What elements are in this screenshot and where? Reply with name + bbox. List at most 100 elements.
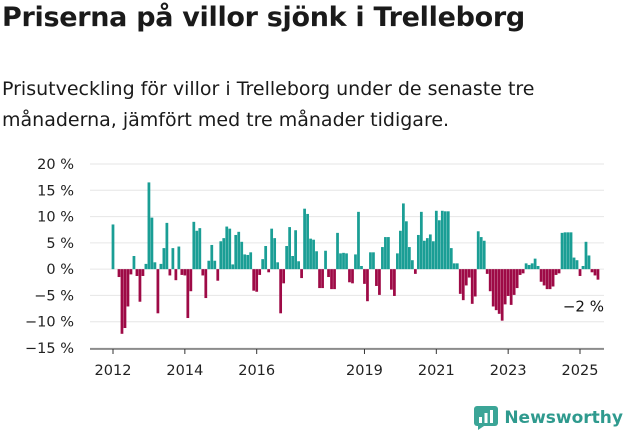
bar bbox=[470, 269, 474, 304]
bar bbox=[372, 252, 375, 270]
x-tick-label: 2012 bbox=[95, 363, 132, 379]
bar bbox=[339, 253, 342, 270]
bar bbox=[560, 232, 564, 270]
bar bbox=[297, 261, 300, 270]
bar bbox=[497, 269, 501, 314]
bar bbox=[129, 269, 133, 275]
bar bbox=[413, 269, 417, 274]
bar bbox=[336, 232, 339, 270]
bar bbox=[210, 244, 214, 270]
bar bbox=[213, 260, 217, 270]
bar bbox=[396, 253, 399, 270]
bar bbox=[405, 221, 408, 270]
bar bbox=[434, 210, 438, 270]
bar bbox=[539, 269, 543, 282]
bar bbox=[369, 252, 372, 270]
bar bbox=[279, 269, 283, 314]
bar bbox=[159, 263, 163, 270]
bar bbox=[503, 269, 507, 305]
page-subtitle: Prisutveckling för villor i Trelleborg u… bbox=[2, 78, 535, 131]
bar bbox=[300, 269, 303, 279]
bar bbox=[177, 246, 181, 270]
bar bbox=[249, 252, 253, 270]
bar bbox=[387, 237, 390, 270]
bar bbox=[464, 269, 468, 286]
bar bbox=[533, 258, 537, 270]
bar bbox=[390, 269, 393, 290]
bar bbox=[488, 269, 492, 292]
bar bbox=[536, 265, 540, 270]
bar bbox=[485, 269, 489, 274]
bar bbox=[207, 260, 211, 270]
bar bbox=[399, 230, 402, 270]
bar bbox=[309, 238, 312, 270]
y-tick-label: 0 % bbox=[46, 262, 74, 278]
bar bbox=[144, 263, 148, 270]
bar bbox=[410, 260, 414, 270]
x-tick-label: 2016 bbox=[238, 363, 275, 379]
bar bbox=[345, 253, 348, 270]
bar bbox=[321, 269, 324, 289]
y-tick-label: −15 % bbox=[25, 341, 74, 357]
bar bbox=[120, 269, 124, 334]
bar bbox=[237, 231, 241, 270]
bar bbox=[156, 269, 160, 314]
bar bbox=[255, 269, 259, 292]
bar bbox=[384, 237, 387, 270]
bar bbox=[312, 239, 315, 270]
bar bbox=[593, 269, 597, 276]
bar bbox=[500, 269, 504, 321]
bar bbox=[575, 260, 579, 270]
y-axis: 20 % 15 % 10 % 5 % 0 % −5 % −10 % −15 % bbox=[25, 157, 74, 357]
bar bbox=[440, 210, 444, 270]
bar bbox=[246, 254, 250, 270]
bar bbox=[147, 182, 151, 270]
bar bbox=[578, 269, 582, 276]
bar bbox=[261, 259, 265, 270]
bar bbox=[357, 211, 360, 270]
x-tick-label: 2021 bbox=[418, 363, 455, 379]
bar bbox=[270, 228, 274, 270]
bar bbox=[461, 269, 465, 301]
bar bbox=[509, 269, 513, 305]
page-title: Priserna på villor sjönk i Trelleborg bbox=[2, 2, 525, 33]
bar bbox=[243, 254, 247, 270]
bar bbox=[324, 250, 327, 270]
bar bbox=[566, 232, 570, 270]
bar bbox=[581, 265, 585, 270]
bar bbox=[378, 269, 381, 295]
bar bbox=[198, 228, 202, 270]
brand-logo: Newsworthy bbox=[474, 406, 623, 430]
bar bbox=[366, 269, 369, 302]
bar bbox=[342, 252, 345, 270]
bar bbox=[455, 263, 459, 270]
bar bbox=[572, 257, 576, 270]
bar bbox=[437, 220, 441, 270]
bar bbox=[327, 269, 330, 278]
bar bbox=[291, 256, 294, 270]
bar bbox=[180, 269, 184, 275]
bar bbox=[333, 269, 336, 290]
x-tick-label: 2019 bbox=[346, 363, 383, 379]
bar bbox=[231, 264, 235, 270]
bar bbox=[174, 269, 178, 281]
bar bbox=[491, 269, 495, 307]
x-tick-label: 2014 bbox=[166, 363, 203, 379]
bar bbox=[548, 269, 552, 290]
bar bbox=[467, 269, 471, 278]
bar bbox=[476, 231, 480, 270]
chart-annotation: −2 % bbox=[563, 298, 604, 316]
bar bbox=[195, 230, 199, 270]
bar bbox=[348, 269, 351, 283]
bar bbox=[569, 232, 573, 270]
bar bbox=[494, 269, 498, 311]
bar bbox=[204, 269, 208, 299]
chart-bars bbox=[111, 182, 600, 334]
bar bbox=[306, 213, 309, 270]
bar bbox=[258, 269, 262, 275]
bar bbox=[354, 254, 357, 270]
bar bbox=[240, 241, 244, 270]
bar bbox=[276, 262, 280, 270]
bar bbox=[228, 228, 232, 270]
